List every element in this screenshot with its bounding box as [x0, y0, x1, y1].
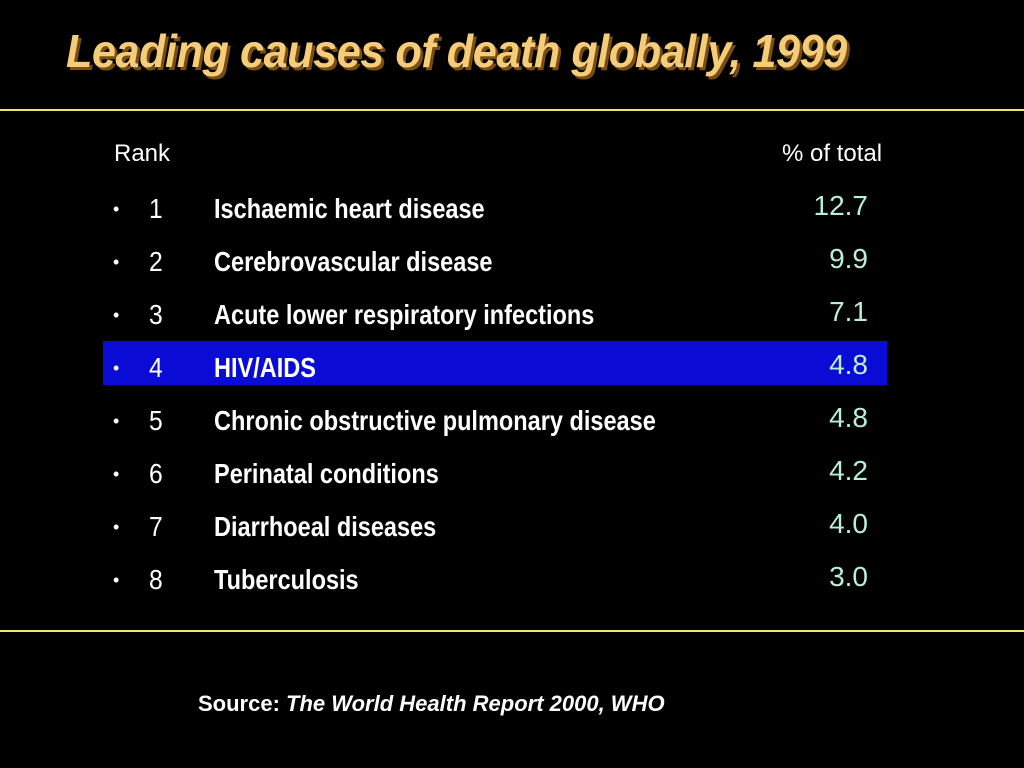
- highlighted-row-background: [103, 341, 887, 385]
- source-reference: The World Health Report 2000, WHO: [286, 691, 665, 716]
- table-row: • 3 Acute lower respiratory infections 7…: [0, 296, 1024, 339]
- bullet: •: [113, 517, 120, 537]
- percent-value: 4.8: [829, 402, 868, 433]
- percent-value: 4.8: [829, 349, 868, 380]
- bullet: •: [113, 252, 120, 272]
- cause-name: Perinatal conditions: [214, 458, 439, 489]
- bullet: •: [113, 570, 120, 590]
- table-row-highlighted: • 4 HIV/AIDS 4.8: [0, 349, 1024, 392]
- bullet: •: [113, 358, 120, 378]
- bullet: •: [113, 305, 120, 325]
- rank-number: 1: [149, 193, 163, 224]
- table-row: • 7 Diarrhoeal diseases 4.0: [0, 508, 1024, 551]
- percent-value: 12.7: [813, 190, 869, 221]
- rank-number: 4: [149, 352, 163, 383]
- cause-name: Tuberculosis: [214, 564, 359, 595]
- table-row: • 5 Chronic obstructive pulmonary diseas…: [0, 402, 1024, 445]
- source-citation: Source: The World Health Report 2000, WH…: [198, 691, 665, 717]
- cause-name: Acute lower respiratory infections: [214, 299, 595, 330]
- cause-name: Cerebrovascular disease: [214, 246, 493, 277]
- bottom-divider: [0, 630, 1024, 632]
- cause-name: Ischaemic heart disease: [214, 193, 485, 224]
- percent-value: 7.1: [829, 296, 868, 327]
- rank-number: 8: [149, 564, 163, 595]
- percent-column-header: % of total: [782, 140, 883, 167]
- cause-name: HIV/AIDS: [214, 352, 316, 383]
- cause-name: Diarrhoeal diseases: [214, 511, 437, 542]
- percent-value: 4.0: [829, 508, 868, 539]
- percent-value: 4.2: [829, 455, 868, 486]
- rank-number: 5: [149, 405, 163, 436]
- rank-number: 7: [149, 511, 163, 542]
- rank-number: 6: [149, 458, 163, 489]
- source-label: Source:: [198, 691, 287, 716]
- slide-title: Leading causes of death globally, 1999: [66, 25, 847, 77]
- rank-number: 3: [149, 299, 163, 330]
- cause-name: Chronic obstructive pulmonary disease: [214, 405, 656, 436]
- table-row: • 6 Perinatal conditions 4.2: [0, 455, 1024, 498]
- rank-column-header: Rank: [114, 140, 171, 167]
- table-row: • 8 Tuberculosis 3.0: [0, 561, 1024, 604]
- bullet: •: [113, 464, 120, 484]
- table-row: • 2 Cerebrovascular disease 9.9: [0, 243, 1024, 286]
- rank-number: 2: [149, 246, 163, 277]
- top-divider: [0, 109, 1024, 111]
- table-row: • 1 Ischaemic heart disease 12.7: [0, 190, 1024, 233]
- percent-value: 3.0: [829, 561, 868, 592]
- bullet: •: [113, 199, 120, 219]
- percent-value: 9.9: [829, 243, 868, 274]
- bullet: •: [113, 411, 120, 431]
